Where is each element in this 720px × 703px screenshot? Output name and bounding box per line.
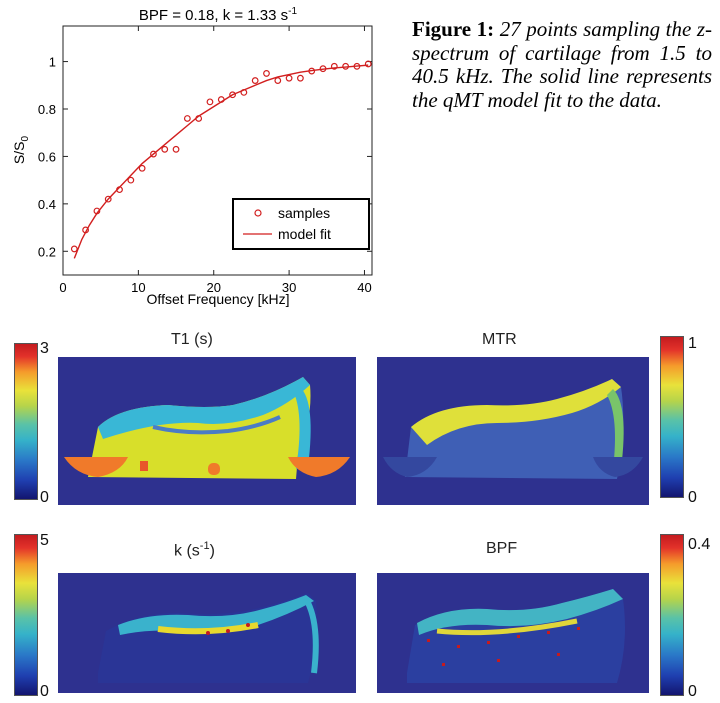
mtr-colorbar-max: 1 [688, 335, 697, 352]
sample-point [183, 115, 191, 122]
bpf-colorbar-max: 0.4 [688, 536, 711, 553]
caption-label: Figure 1: [412, 17, 495, 41]
sample-point [161, 145, 169, 153]
sample-point [251, 77, 259, 84]
k-colorbar-min: 0 [40, 683, 49, 700]
chart-legend: samples model fit [232, 198, 370, 250]
sample-point [138, 164, 146, 172]
y-tick-label: 0.4 [38, 197, 56, 212]
k-map-title: k (s-1) [174, 540, 215, 560]
k-colorbar-max: 5 [40, 532, 49, 549]
bpf-colorbar [660, 534, 684, 696]
legend-label-model-fit: model fit [278, 226, 331, 242]
legend-label-samples: samples [278, 205, 330, 221]
sample-point [330, 62, 338, 70]
k-colorbar [14, 534, 38, 696]
sample-point [206, 98, 214, 106]
x-tick-label: 40 [357, 280, 371, 295]
t1-colorbar-max: 3 [40, 340, 49, 357]
y-axis-label-sub: 0 [20, 135, 31, 141]
k-map-image [58, 573, 356, 693]
sample-point [274, 77, 282, 84]
sample-point [229, 91, 236, 99]
t1-colorbar [14, 343, 38, 500]
y-tick-label: 0.2 [38, 244, 56, 259]
mtr-map-title: MTR [482, 331, 517, 348]
figure-caption: Figure 1: 27 points sampling the z-spect… [412, 17, 713, 112]
sample-point [172, 145, 180, 153]
z-spectrum-chart: 0 10 20 30 40 0.2 0.4 0.6 0.8 1 BPF = 0.18, k = 1… [11, 6, 373, 307]
k-map-title-main: k (s [174, 542, 200, 560]
x-axis-label: Offset Frequency [kHz] [147, 291, 290, 307]
caption-text: 27 points sampling the z-spectrum of car… [412, 17, 713, 112]
sample-point [297, 74, 304, 82]
sample-point [104, 195, 112, 203]
y-axis-label: S/S0 [11, 135, 31, 164]
x-tick-label: 10 [131, 280, 145, 295]
y-tick-label: 0.8 [38, 102, 56, 117]
mtr-colorbar-min: 0 [688, 489, 697, 506]
sample-point [285, 74, 293, 82]
sample-point [364, 60, 372, 68]
sample-point [127, 176, 135, 184]
sample-point [263, 70, 270, 77]
t1-colorbar-min: 0 [40, 489, 49, 506]
model-fit-line [73, 64, 369, 259]
sample-point [70, 245, 78, 253]
k-map-title-sup: -1 [199, 540, 210, 552]
t1-map-title: T1 (s) [171, 331, 213, 348]
mtr-map-image [377, 357, 649, 505]
bpf-colorbar-min: 0 [688, 683, 697, 700]
legend-marker-samples [254, 209, 262, 217]
chart-title: BPF = 0.18, k = 1.33 s-1 [139, 6, 298, 24]
y-tick-label: 0.6 [38, 149, 56, 164]
y-tick-label: 1 [49, 55, 56, 70]
x-tick-label: 30 [282, 280, 296, 295]
chart-title-sup: -1 [288, 6, 297, 17]
x-tick-label: 0 [59, 280, 66, 295]
mtr-colorbar [660, 336, 684, 498]
x-tick-label: 20 [206, 280, 220, 295]
bpf-map-title: BPF [486, 540, 518, 557]
t1-map-image [58, 357, 356, 505]
bpf-map-image [377, 573, 649, 693]
k-map-title-close: ) [209, 542, 215, 560]
sample-point [150, 150, 157, 158]
